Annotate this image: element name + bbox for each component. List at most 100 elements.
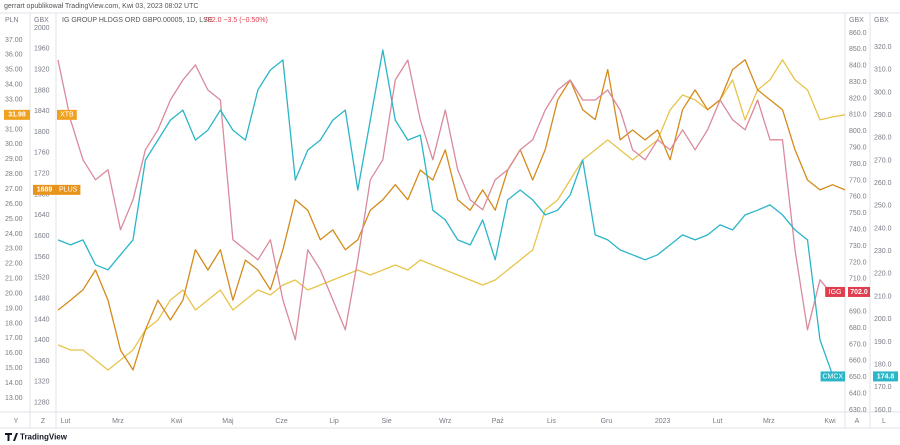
x-tick-label: Lip bbox=[329, 418, 338, 425]
y-tick-label: 13.00 bbox=[5, 395, 23, 402]
y-tick-label: 21.00 bbox=[5, 276, 23, 283]
value-tag bbox=[33, 184, 56, 195]
y-tick-label: 35.00 bbox=[5, 67, 23, 74]
x-tick-label: Sie bbox=[381, 418, 391, 425]
y-tick-label: 740.0 bbox=[849, 227, 867, 234]
y-tick-label: 1840 bbox=[34, 108, 50, 115]
name-tag bbox=[56, 184, 81, 195]
y-tick-label: 1360 bbox=[34, 358, 50, 365]
x-tick-label: Kwi bbox=[171, 418, 183, 425]
x-tick-label: Lut bbox=[61, 418, 71, 425]
y-tick-label: 670.0 bbox=[849, 341, 867, 348]
y-tick-label: 18.00 bbox=[5, 320, 23, 327]
y-tick-label: 19.00 bbox=[5, 305, 23, 312]
y-tick-label: 760.0 bbox=[849, 194, 867, 201]
y-tick-label: 1520 bbox=[34, 275, 50, 282]
y-tick-label: 230.0 bbox=[874, 248, 892, 255]
y-tick-label: 180.0 bbox=[874, 361, 892, 368]
x-tick-label: Paź bbox=[492, 418, 505, 425]
y-tick-label: 200.0 bbox=[874, 316, 892, 323]
y-tick-label: 1800 bbox=[34, 129, 50, 136]
y-tick-label: 15.00 bbox=[5, 365, 23, 372]
value-tag bbox=[873, 371, 898, 382]
y-tick-label: 710.0 bbox=[849, 276, 867, 283]
axis-unit: GBX bbox=[34, 17, 49, 24]
y-tick-label: 650.0 bbox=[849, 374, 867, 381]
value-tag-label: 1689 bbox=[37, 187, 53, 194]
y-tick-label: 23.00 bbox=[5, 246, 23, 253]
y-tick-label: 260.0 bbox=[874, 180, 892, 187]
y-tick-label: 300.0 bbox=[874, 89, 892, 96]
y-tick-label: 16.00 bbox=[5, 350, 23, 357]
name-tag-label: IGG bbox=[829, 289, 842, 296]
corner-label[interactable]: Y bbox=[14, 418, 19, 425]
y-tick-label: 1440 bbox=[34, 316, 50, 323]
y-tick-label: 640.0 bbox=[849, 390, 867, 397]
y-tick-label: 190.0 bbox=[874, 339, 892, 346]
y-tick-label: 720.0 bbox=[849, 259, 867, 266]
y-tick-label: 680.0 bbox=[849, 325, 867, 332]
footer-text: TradingView bbox=[20, 433, 68, 442]
y-tick-label: 830.0 bbox=[849, 79, 867, 86]
name-tag-label: CMCX bbox=[822, 373, 843, 380]
x-tick-label: Cze bbox=[275, 418, 288, 425]
corner-label[interactable]: L bbox=[882, 418, 886, 425]
series-line bbox=[57, 59, 846, 341]
axis-unit: PLN bbox=[5, 17, 19, 24]
chart-title: IG GROUP HLDGS ORD GBP0.00005, 1D, LSE bbox=[62, 17, 213, 24]
x-tick-label: Mrz bbox=[763, 418, 775, 425]
y-tick-label: 26.00 bbox=[5, 201, 23, 208]
y-tick-label: 1640 bbox=[34, 212, 50, 219]
y-tick-label: 790.0 bbox=[849, 145, 867, 152]
x-tick-label: Lut bbox=[713, 418, 723, 425]
y-tick-label: 1400 bbox=[34, 337, 50, 344]
corner-label[interactable]: A bbox=[855, 418, 860, 425]
y-tick-label: 1680 bbox=[34, 191, 50, 198]
name-tag bbox=[57, 109, 77, 120]
y-tick-label: 840.0 bbox=[849, 63, 867, 70]
value-tag-label: 702.0 bbox=[850, 289, 868, 296]
x-tick-label: Kwi bbox=[824, 418, 836, 425]
corner-label[interactable]: Z bbox=[41, 418, 46, 425]
y-tick-label: 280.0 bbox=[874, 135, 892, 142]
y-tick-label: 33.00 bbox=[5, 96, 23, 103]
y-tick-label: 37.00 bbox=[5, 37, 23, 44]
y-tick-label: 1480 bbox=[34, 295, 50, 302]
caption: gerrart opublikował TradingView.com, Kwi… bbox=[4, 3, 198, 10]
y-tick-label: 24.00 bbox=[5, 231, 23, 238]
y-tick-label: 1760 bbox=[34, 150, 50, 157]
y-tick-label: 820.0 bbox=[849, 95, 867, 102]
y-tick-label: 310.0 bbox=[874, 67, 892, 74]
value-tag bbox=[848, 286, 870, 297]
x-tick-label: Lis bbox=[547, 418, 556, 425]
y-tick-label: 210.0 bbox=[874, 293, 892, 300]
y-tick-label: 780.0 bbox=[849, 161, 867, 168]
series-line bbox=[57, 59, 846, 371]
y-tick-label: 30.00 bbox=[5, 141, 23, 148]
y-tick-label: 690.0 bbox=[849, 308, 867, 315]
y-tick-label: 630.0 bbox=[849, 407, 867, 414]
y-tick-label: 34.00 bbox=[5, 82, 23, 89]
name-tag-label: PLUS bbox=[59, 187, 78, 194]
y-tick-label: 660.0 bbox=[849, 358, 867, 365]
y-tick-label: 800.0 bbox=[849, 128, 867, 135]
y-tick-label: 28.00 bbox=[5, 171, 23, 178]
y-tick-label: 220.0 bbox=[874, 271, 892, 278]
y-tick-label: 27.00 bbox=[5, 186, 23, 193]
y-tick-label: 1720 bbox=[34, 171, 50, 178]
axis-unit: GBX bbox=[849, 17, 864, 24]
y-tick-label: 17.00 bbox=[5, 335, 23, 342]
x-tick-label: Maj bbox=[222, 418, 234, 425]
y-tick-label: 1560 bbox=[34, 254, 50, 261]
y-tick-label: 240.0 bbox=[874, 225, 892, 232]
y-tick-label: 1320 bbox=[34, 379, 50, 386]
axis-unit: GBX bbox=[874, 17, 889, 24]
y-tick-label: 25.00 bbox=[5, 216, 23, 223]
y-tick-label: 1960 bbox=[34, 46, 50, 53]
name-tag bbox=[820, 371, 845, 382]
y-tick-label: 170.0 bbox=[874, 384, 892, 391]
y-tick-label: 320.0 bbox=[874, 44, 892, 51]
y-tick-label: 290.0 bbox=[874, 112, 892, 119]
y-tick-label: 1880 bbox=[34, 87, 50, 94]
